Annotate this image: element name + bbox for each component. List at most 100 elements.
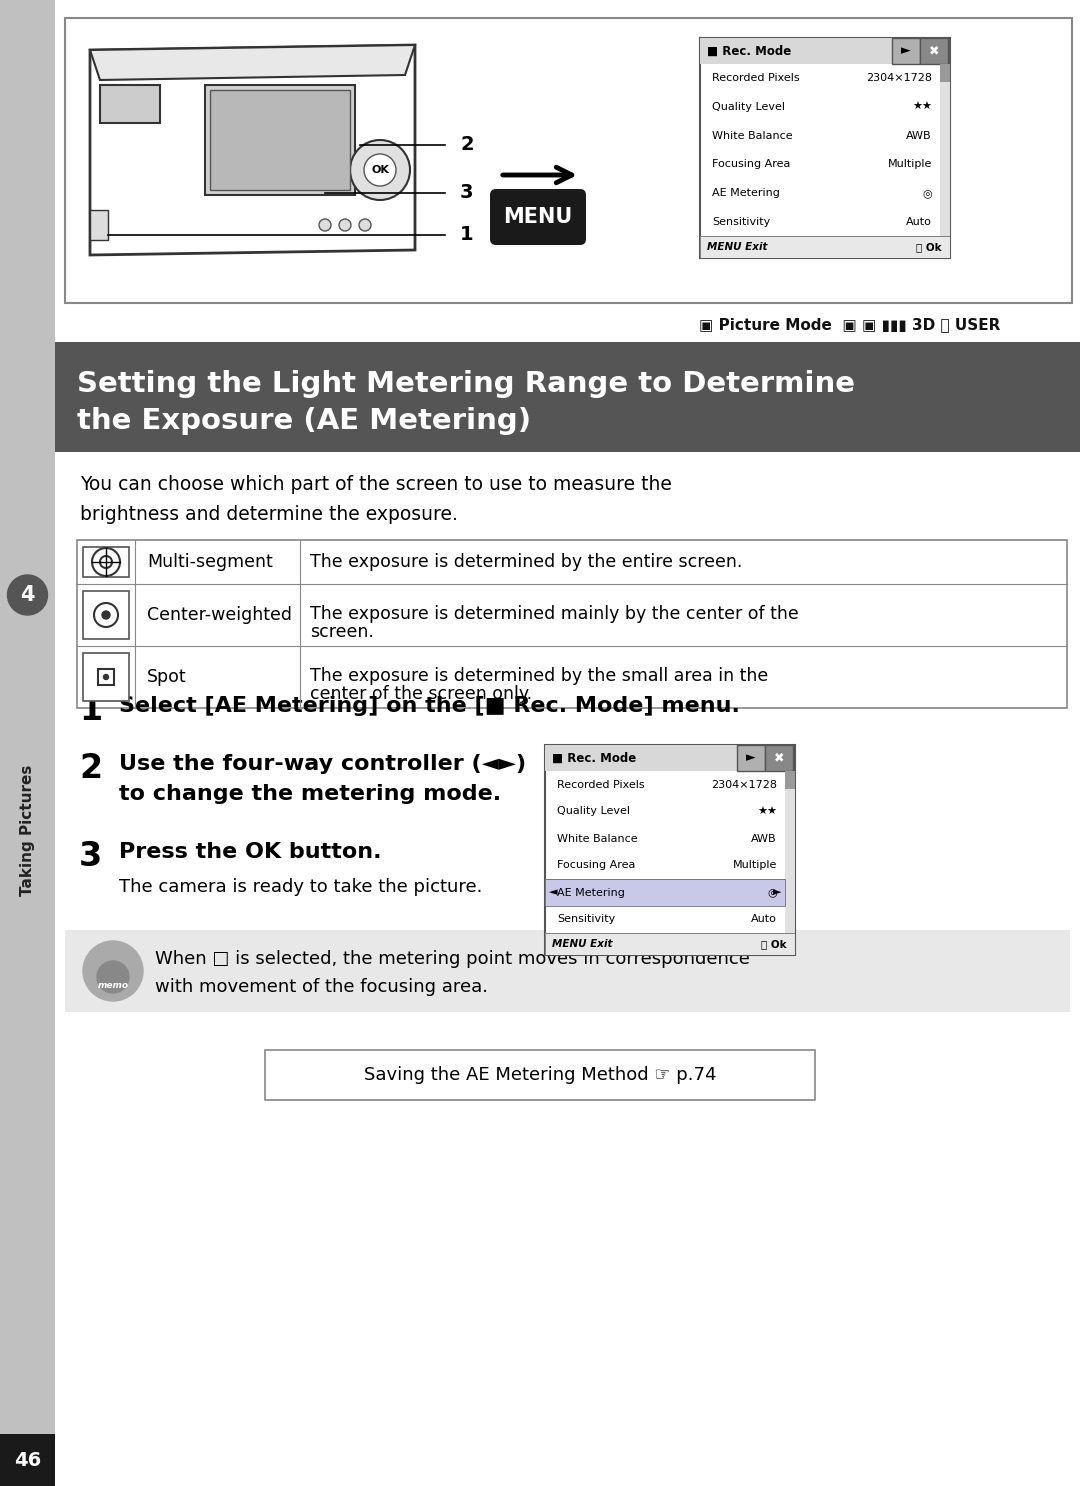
Bar	[785, 771, 795, 789]
Text: brightness and determine the exposure.: brightness and determine the exposure.	[80, 505, 458, 525]
Bar	[700, 39, 950, 259]
Bar	[0, 0, 55, 1486]
Text: 46: 46	[14, 1450, 41, 1470]
Text: Press the OK button.: Press the OK button.	[119, 843, 381, 862]
Text: You can choose which part of the screen to use to measure the: You can choose which part of the screen …	[80, 476, 672, 493]
Text: screen.: screen.	[310, 623, 374, 640]
Text: The exposure is determined mainly by the center of the: The exposure is determined mainly by the…	[310, 605, 799, 623]
Text: Focusing Area: Focusing Area	[557, 860, 635, 871]
Text: ◄: ◄	[549, 887, 557, 898]
Text: 2304×1728: 2304×1728	[711, 780, 777, 789]
Circle shape	[350, 140, 410, 201]
Text: 1: 1	[79, 694, 103, 727]
Text: with movement of the focusing area.: with movement of the focusing area.	[156, 978, 488, 996]
Polygon shape	[90, 45, 415, 256]
Text: the Exposure (AE Metering): the Exposure (AE Metering)	[77, 407, 531, 435]
Bar	[892, 39, 920, 64]
Text: ★★: ★★	[757, 807, 777, 816]
Bar	[83, 547, 129, 577]
Text: Spot: Spot	[147, 669, 187, 687]
Bar	[83, 591, 129, 639]
Bar	[545, 880, 785, 906]
Text: Saving the AE Metering Method ☞ p.74: Saving the AE Metering Method ☞ p.74	[364, 1065, 716, 1083]
Text: AE Metering: AE Metering	[557, 887, 625, 898]
Text: AWB: AWB	[752, 834, 777, 844]
Text: ✖: ✖	[929, 45, 940, 58]
Text: The camera is ready to take the picture.: The camera is ready to take the picture.	[119, 878, 483, 896]
Text: Setting the Light Metering Range to Determine: Setting the Light Metering Range to Dete…	[77, 370, 855, 398]
Text: AWB: AWB	[906, 131, 932, 141]
Text: ◎: ◎	[767, 887, 777, 898]
Circle shape	[359, 218, 372, 230]
Text: ■ Rec. Mode: ■ Rec. Mode	[707, 45, 792, 58]
Bar	[90, 210, 108, 241]
Text: Auto: Auto	[751, 914, 777, 924]
Text: MENU Exit: MENU Exit	[552, 939, 612, 950]
Text: MENU: MENU	[503, 207, 572, 227]
Text: 2304×1728: 2304×1728	[866, 73, 932, 83]
Text: Center-weighted: Center-weighted	[147, 606, 292, 624]
Bar	[55, 308, 1080, 342]
Bar	[0, 1434, 55, 1486]
Text: MENU Exit: MENU Exit	[707, 242, 768, 253]
Text: Multiple: Multiple	[732, 860, 777, 871]
Bar	[545, 744, 795, 955]
Bar	[83, 652, 129, 701]
Circle shape	[102, 611, 110, 620]
Bar	[545, 933, 795, 955]
Bar	[98, 669, 114, 685]
Text: ■ Rec. Mode: ■ Rec. Mode	[552, 752, 636, 764]
FancyBboxPatch shape	[490, 189, 586, 245]
Bar	[700, 39, 892, 64]
Bar	[940, 64, 950, 82]
Text: ◎: ◎	[922, 189, 932, 198]
Text: 3: 3	[460, 183, 473, 202]
Circle shape	[104, 675, 108, 679]
Bar	[545, 744, 737, 771]
Text: Quality Level: Quality Level	[557, 807, 630, 816]
Text: Use the four-way controller (◄►): Use the four-way controller (◄►)	[119, 753, 526, 774]
Bar	[737, 744, 765, 771]
Circle shape	[364, 155, 396, 186]
Bar	[100, 85, 160, 123]
Text: Multi-segment: Multi-segment	[147, 553, 273, 571]
Bar	[65, 18, 1072, 303]
Text: 2: 2	[79, 752, 103, 785]
Text: Multiple: Multiple	[888, 159, 932, 169]
Text: Ⓢ Ok: Ⓢ Ok	[916, 242, 942, 253]
Text: Recorded Pixels: Recorded Pixels	[557, 780, 645, 789]
Bar	[545, 933, 795, 955]
Text: Sensitivity: Sensitivity	[712, 217, 770, 227]
Bar	[765, 744, 793, 771]
Bar	[700, 236, 950, 259]
Text: Select [AE Metering] on the [■ Rec. Mode] menu.: Select [AE Metering] on the [■ Rec. Mode…	[119, 695, 740, 716]
Text: Taking Pictures: Taking Pictures	[21, 764, 35, 896]
Bar	[700, 236, 950, 259]
Circle shape	[97, 961, 129, 993]
Bar	[420, 311, 1080, 340]
Text: Quality Level: Quality Level	[712, 103, 785, 111]
Text: ►: ►	[746, 752, 756, 764]
Text: memo: memo	[97, 981, 129, 990]
Circle shape	[339, 218, 351, 230]
Text: ★★: ★★	[912, 103, 932, 111]
Text: to change the metering mode.: to change the metering mode.	[119, 785, 501, 804]
Text: Ⓢ Ok: Ⓢ Ok	[761, 939, 787, 950]
Bar	[205, 85, 355, 195]
Bar	[785, 771, 795, 933]
Polygon shape	[90, 45, 415, 80]
Bar	[210, 91, 350, 190]
Circle shape	[8, 575, 48, 615]
Text: When □ is selected, the metering point moves in correspondence: When □ is selected, the metering point m…	[156, 950, 750, 967]
Circle shape	[319, 218, 330, 230]
Text: Focusing Area: Focusing Area	[712, 159, 791, 169]
Text: White Balance: White Balance	[712, 131, 793, 141]
Bar	[77, 539, 1067, 707]
Bar	[65, 930, 1070, 1012]
Text: OK: OK	[372, 165, 389, 175]
Text: Recorded Pixels: Recorded Pixels	[712, 73, 799, 83]
Text: The exposure is determined by the entire screen.: The exposure is determined by the entire…	[310, 553, 742, 571]
Bar	[265, 1051, 815, 1100]
Text: 4: 4	[21, 585, 35, 605]
Text: ✖: ✖	[773, 752, 784, 764]
